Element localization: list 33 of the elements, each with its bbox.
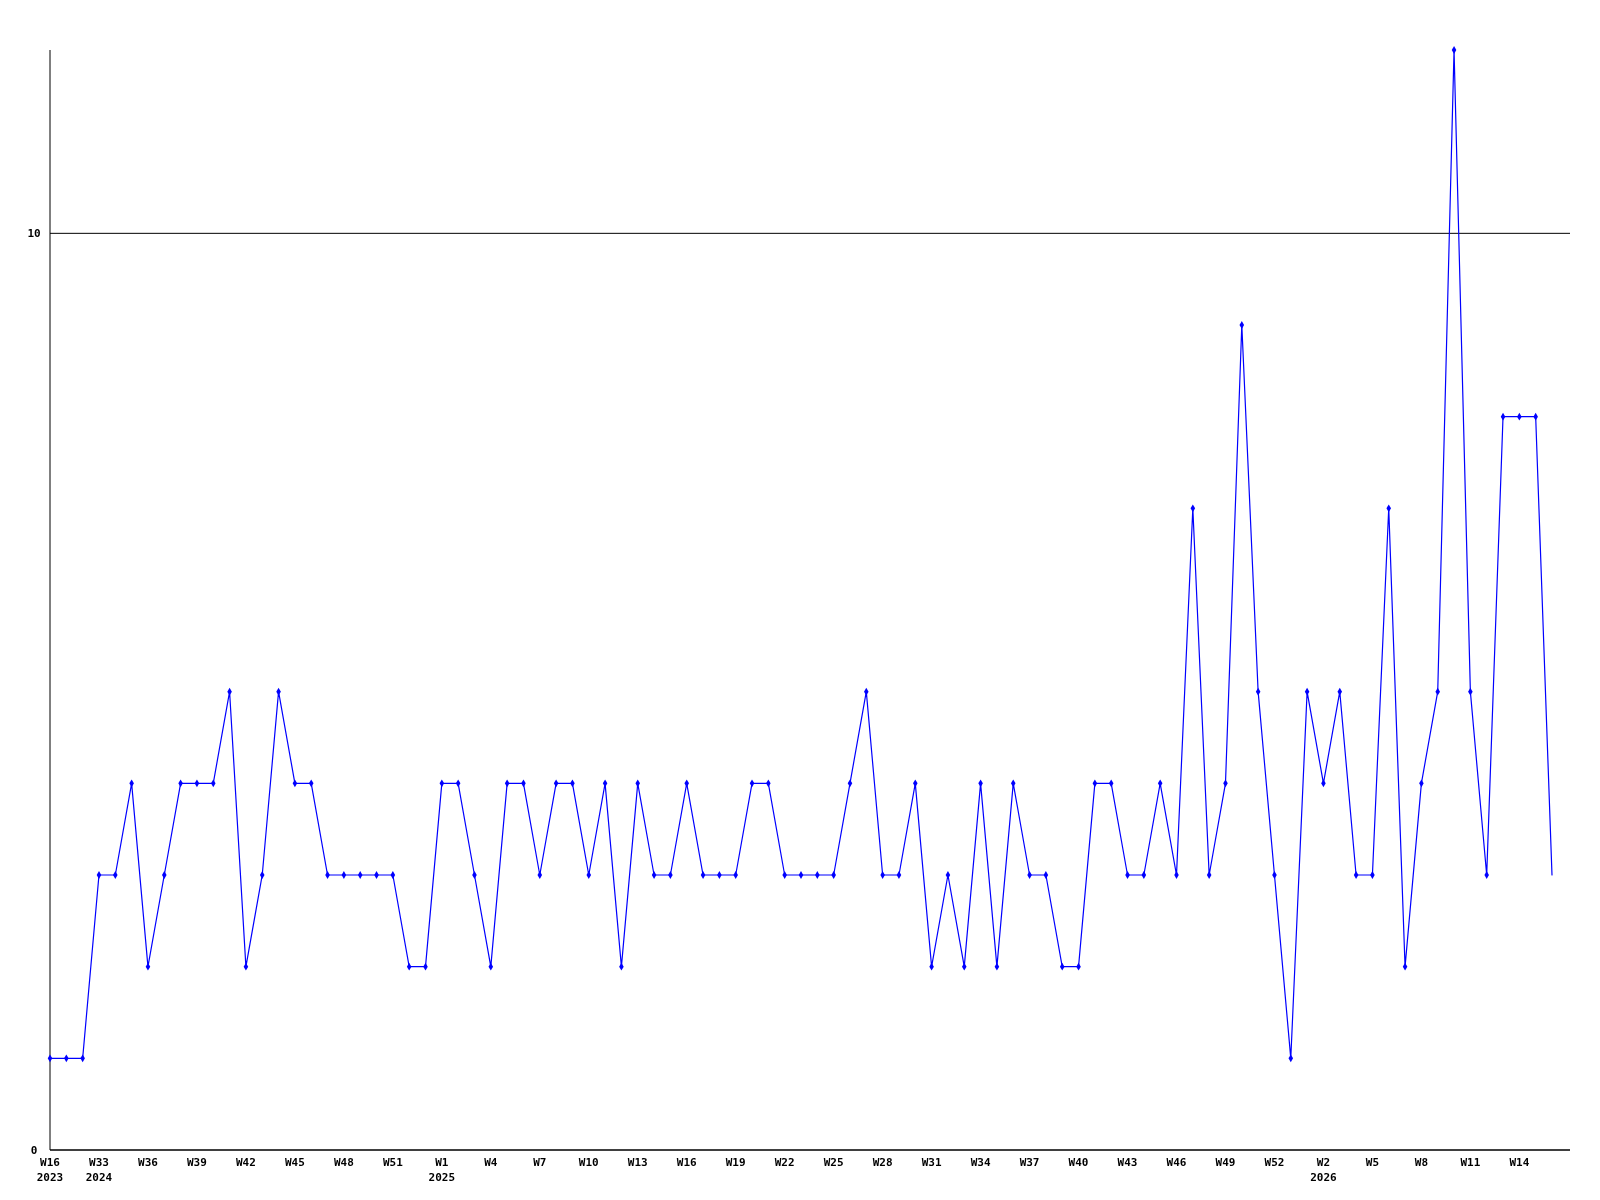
x-tick-label: W14: [1509, 1156, 1530, 1169]
x-tick-label: W19: [725, 1156, 746, 1169]
x-tick-label: W45: [284, 1156, 305, 1169]
y-tick-label: 10: [27, 227, 41, 241]
x-tick-label: W16: [676, 1156, 698, 1169]
x-tick-label: W11: [1460, 1156, 1481, 1169]
x-tick-label: W36: [138, 1156, 159, 1169]
x-tick-label: W4: [484, 1156, 498, 1169]
x-tick-label: W43: [1117, 1156, 1138, 1169]
x-tick-label: W40: [1068, 1156, 1089, 1169]
x-tick-label: W10: [578, 1156, 599, 1169]
x-tick-label: W5: [1365, 1156, 1380, 1169]
x-tick-label: W39: [187, 1156, 207, 1169]
x-tick-label: W46: [1166, 1156, 1187, 1169]
x-tick-label: W22: [774, 1156, 795, 1169]
x-tick-label: W33 2024: [85, 1156, 113, 1184]
y-tick-label: 0: [30, 1144, 38, 1157]
x-tick-label: W16 2023: [36, 1156, 64, 1184]
x-tick-label: W1 2025: [428, 1156, 456, 1184]
x-tick-label: W49: [1215, 1156, 1236, 1169]
x-tick-label: W2 2026: [1310, 1156, 1338, 1184]
x-tick-label: W52: [1264, 1156, 1285, 1169]
x-tick-label: W42: [235, 1156, 256, 1169]
x-tick-label: W34: [970, 1156, 991, 1169]
x-tick-label: W28: [872, 1156, 893, 1169]
x-tick-label: W37: [1019, 1156, 1040, 1169]
x-tick-label: W8: [1414, 1156, 1429, 1169]
x-tick-label: W48: [333, 1156, 354, 1169]
x-tick-label: W31: [921, 1156, 942, 1169]
x-tick-label: W7: [533, 1156, 547, 1169]
x-tick-label: W51: [382, 1156, 404, 1169]
x-tick-label: W13: [627, 1156, 648, 1169]
x-tick-label: W25: [823, 1156, 844, 1169]
